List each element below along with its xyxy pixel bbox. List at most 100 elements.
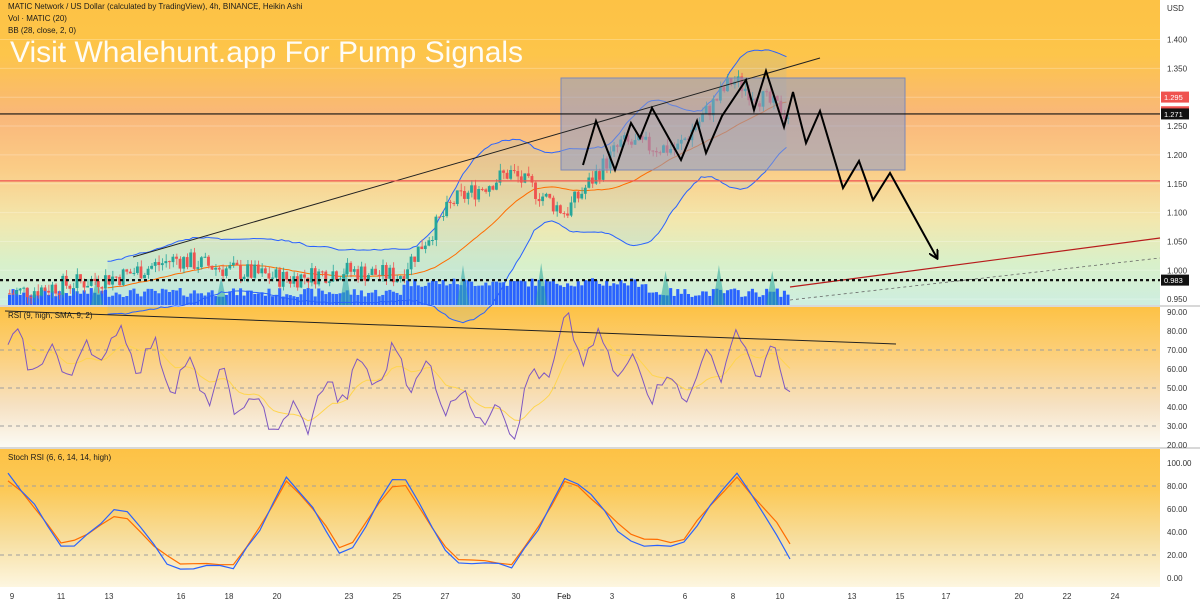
candle-body [54,284,58,294]
volume-bar [430,280,435,305]
candle-body [260,268,264,274]
volume-bar [267,288,271,305]
volume-bar [39,290,44,305]
stoch-tick-label: 100.00 [1167,459,1192,468]
time-tick-label: 10 [776,592,785,601]
user-drawings[interactable] [0,57,1161,301]
candle-body [427,240,431,246]
volume-bar [466,280,470,305]
candle-body [43,287,47,291]
candle-body [548,193,552,198]
candle-body [36,291,40,296]
chart-title[interactable]: MATIC Network / US Dollar (calculated by… [8,2,303,11]
volume-bar [569,285,573,305]
rsi-tick-label: 40.00 [1167,403,1188,412]
candle-body [61,275,65,295]
price-label-text: 1.295 [1164,93,1183,102]
stoch-legend[interactable]: Stoch RSI (6, 6, 14, 14, high) [8,453,112,462]
rsi-pane-bg [0,307,1160,447]
volume-bar [288,295,292,305]
volume-bar [594,280,598,305]
rsi-tick-label: 20.00 [1167,441,1188,450]
candle-body [374,268,377,275]
candle-body [541,196,545,202]
candle-body [57,293,61,295]
rsi-trendline[interactable] [4,310,897,345]
time-tick-label: 13 [848,592,857,601]
candle-body [409,256,413,270]
volume-bar [658,294,662,305]
support-trendline[interactable] [789,237,1161,288]
bb-legend[interactable]: BB (28, close, 2, 0) [8,26,76,35]
volume-spike [535,263,548,305]
candle-body [363,266,367,281]
candle-body [79,274,82,282]
volume-bar [231,288,235,305]
candle-body [82,281,86,288]
candle-body [487,186,491,192]
volume-spike [659,271,672,305]
volume-bar [11,289,15,305]
volume-bar [139,296,143,305]
candle-body [189,252,193,268]
volume-bar [765,288,769,305]
candle-body [399,276,402,280]
range-rectangle[interactable] [560,77,906,171]
volume-bar [171,289,175,305]
volume-legend[interactable]: Vol · MATIC (20) [8,14,67,23]
volume-bar [455,284,459,305]
volume-bar [669,288,673,305]
candle-body [185,257,189,268]
candle-body [217,267,221,270]
volume-bar [473,285,477,305]
upper-trendline[interactable] [132,57,821,258]
volume-bar [207,292,211,305]
volume-bar [587,280,591,305]
candle-body [68,285,72,289]
volume-bar [413,279,417,305]
volume-bar [523,281,527,305]
candle-body [324,271,328,283]
candle-body [135,266,139,273]
volume-bar [544,279,548,305]
candle-body [576,191,580,199]
candle-body [96,280,100,288]
volume-bar [402,284,406,305]
volume-bar [519,280,523,305]
volume-bar [573,286,577,305]
price-tick-label: 1.000 [1167,266,1188,275]
volume-bar [580,285,584,305]
candle-body [370,268,374,276]
volume-bar [182,295,186,305]
time-tick-label: 25 [393,592,402,601]
volume-bar [271,296,275,305]
candle-body [338,278,342,280]
projection-zigzag-path[interactable] [582,67,937,258]
volume-bar [729,289,733,305]
dashed-trendline[interactable] [789,257,1161,301]
volume-bar [761,295,765,305]
candle-body [530,176,534,183]
volume-bar [683,289,687,305]
time-tick-label: 24 [1111,592,1120,601]
volume-bar [79,293,83,305]
candle-body [207,256,210,266]
volume-bar [303,289,307,305]
rsi-legend[interactable]: RSI (9, high, SMA, 9, 2) [8,311,93,320]
volume-bar [477,285,481,305]
candle-body [271,277,274,279]
stoch-tick-label: 0.00 [1167,574,1183,583]
volume-bar [295,296,299,305]
volume-bar [292,296,296,305]
price-tick-label: 1.350 [1167,64,1188,73]
candle-body [462,190,466,199]
volume-bar [491,281,495,305]
candle-body [484,189,488,192]
volume-bar [576,281,580,305]
volume-bar [175,290,179,305]
candle-body [558,205,562,214]
volume-bar [50,291,54,305]
volume-bar [416,285,420,305]
time-tick-label: Feb [557,592,571,601]
volume-bar [331,293,335,305]
